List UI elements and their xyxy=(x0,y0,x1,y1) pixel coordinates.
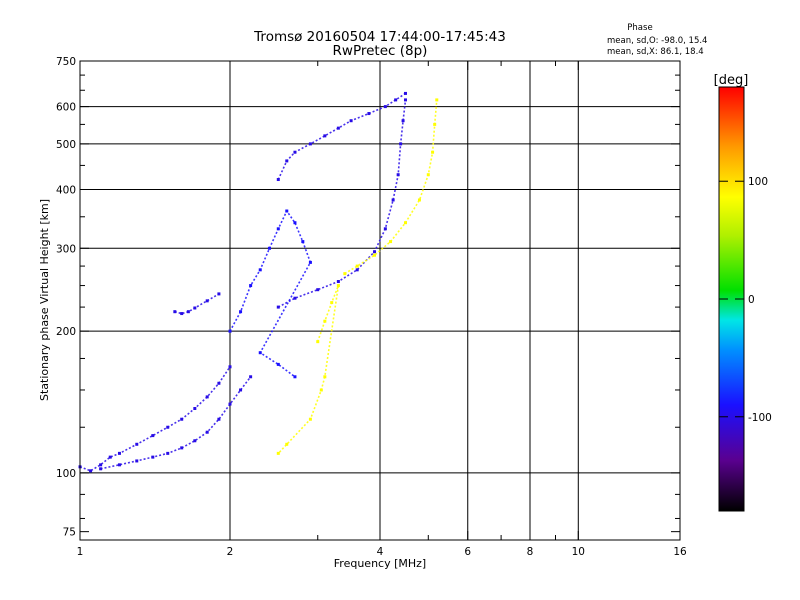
y-tick-label: 500 xyxy=(56,139,76,151)
data-point xyxy=(217,417,221,421)
trace-line xyxy=(277,99,407,308)
data-point xyxy=(89,469,93,473)
x-tick-label: 8 xyxy=(527,546,534,558)
axes: 1 2 4 6 8 10 16 75 100 200 300 400 500 600 750 xyxy=(56,56,687,558)
data-point xyxy=(180,446,184,450)
data-point xyxy=(276,451,280,455)
x-tick-label: 6 xyxy=(464,546,471,558)
data-point xyxy=(308,260,312,264)
data-point xyxy=(186,310,190,314)
stats-heading: Phase xyxy=(627,23,652,33)
data-point xyxy=(316,288,320,292)
stats-o-mode: mean, sd,O: -98.0, 15.4 xyxy=(607,36,707,46)
data-point xyxy=(355,268,359,272)
data-point xyxy=(417,198,421,202)
data-point xyxy=(336,284,340,288)
data-point xyxy=(394,98,398,102)
trace-line xyxy=(277,285,340,454)
data-point xyxy=(239,388,243,392)
plot-frame xyxy=(79,60,681,541)
trace-line xyxy=(344,99,438,275)
x-tick-label: 10 xyxy=(572,546,585,558)
data-point xyxy=(117,463,121,467)
grid-layer xyxy=(80,61,680,540)
colorbar-ticks: 100 0 -100 xyxy=(719,176,772,424)
data-point xyxy=(285,442,289,446)
chart-title: Tromsø 20160504 17:44:00-17:45:43 xyxy=(253,29,506,45)
data-point xyxy=(108,455,112,459)
trace-line xyxy=(229,209,312,378)
data-point xyxy=(205,395,209,399)
x-tick-label: 16 xyxy=(673,546,687,558)
data-point xyxy=(151,434,155,438)
y-tick-label: 400 xyxy=(56,184,76,196)
stats-x-mode: mean, sd,X: 86.1, 18.4 xyxy=(607,47,704,57)
x-tick-label: 4 xyxy=(377,546,384,558)
x-axis-label: Frequency [MHz] xyxy=(334,557,426,570)
data-point xyxy=(336,126,340,130)
y-tick-label: 100 xyxy=(56,468,76,480)
y-tick-label: 750 xyxy=(56,56,76,68)
data-point xyxy=(323,134,327,138)
data-point xyxy=(293,221,297,225)
data-point xyxy=(239,310,243,314)
data-point xyxy=(401,119,405,123)
x-tick-label: 1 xyxy=(77,546,84,558)
data-point xyxy=(228,402,232,406)
data-point xyxy=(355,264,359,268)
data-point xyxy=(391,198,395,202)
data-point xyxy=(205,299,209,303)
trace-line xyxy=(100,376,252,470)
data-point xyxy=(293,375,297,379)
colorbar-label: [deg] xyxy=(714,73,749,88)
colorbar-tick-label: 0 xyxy=(748,294,755,306)
chart-subtitle: RwPretec (8p) xyxy=(333,43,428,59)
x-tick-label: 2 xyxy=(227,546,234,558)
y-tick-label: 200 xyxy=(56,326,76,338)
data-point xyxy=(373,253,377,257)
data-point xyxy=(367,112,371,116)
data-point xyxy=(249,375,253,379)
y-tick-label: 300 xyxy=(56,243,76,255)
data-point xyxy=(323,375,327,379)
data-points xyxy=(78,91,439,473)
data-point xyxy=(99,463,103,467)
y-axis-label: Stationary phase Virtual Height [km] xyxy=(38,199,51,401)
data-point xyxy=(180,312,184,316)
data-point xyxy=(276,178,280,182)
data-point xyxy=(193,439,197,443)
data-point xyxy=(293,296,297,300)
data-point xyxy=(276,362,280,366)
y-tick-label: 75 xyxy=(63,527,76,539)
y-tick-label: 600 xyxy=(56,102,76,114)
colorbar-tick-label: -100 xyxy=(748,412,772,424)
data-point xyxy=(276,305,280,309)
trace-line xyxy=(277,92,406,180)
colorbar-tick-label: 100 xyxy=(748,176,768,188)
data-point xyxy=(249,284,253,288)
data-point xyxy=(301,240,305,244)
trace-line xyxy=(174,293,220,315)
data-point xyxy=(389,240,393,244)
